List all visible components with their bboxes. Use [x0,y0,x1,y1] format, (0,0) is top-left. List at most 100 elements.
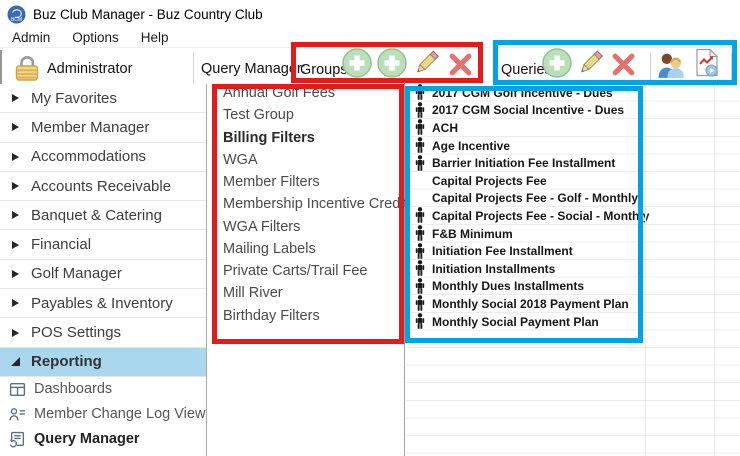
person-icon [415,225,425,241]
sidebar-section-item[interactable]: Golf Manager [0,260,206,290]
query-members-button[interactable] [656,51,687,78]
sidebar-section-item[interactable]: Accommodations [0,143,206,172]
group-label: WGA Filters [223,218,301,235]
title-bar: BCM Buz Club Manager - Buz Country Club [0,0,740,28]
query-row[interactable]: F&B Minimum [406,225,740,243]
sidebar-section-item[interactable]: Financial [0,230,206,260]
sidebar-section-label: Payables & Inventory [31,294,173,312]
query-label: ACH [432,120,458,135]
sidebar-section-label: Accounts Receivable [31,177,172,195]
delete-group-button[interactable] [447,51,474,78]
query-label: Barrier Initiation Fee Installment [432,156,616,171]
group-label: Mill River [223,285,283,302]
group-row[interactable]: Mailing Labels [207,238,404,260]
group-label: Billing Filters [223,129,315,146]
edit-group-button[interactable] [412,49,442,78]
query-row[interactable]: Monthly Social 2018 Payment Plan [406,295,740,313]
sidebar-item-member-change-log-view[interactable]: Member Change Log View [0,402,206,427]
person-icon [415,119,425,136]
run-query-button[interactable] [695,48,720,78]
green-plus-icon [542,48,572,78]
sidebar-section-label: Reporting [31,353,102,371]
query-row[interactable]: 2017 CGM Social Incentive - Dues [406,101,740,120]
menu-bar: Admin Options Help [0,28,740,48]
sidebar-section-item[interactable]: My Favorites [0,84,206,114]
query-row[interactable]: 2017 CGM Golf Incentive - Dues [406,84,740,102]
query-row[interactable]: Barrier Initiation Fee Installment [406,154,740,172]
sidebar-section-item[interactable]: Member Manager [0,113,206,143]
sidebar-section-item[interactable]: Reporting [0,347,206,377]
sidebar-section-label: My Favorites [31,89,117,107]
menu-item[interactable]: Help [140,30,169,45]
group-row[interactable]: Membership Incentive Credit [207,193,408,215]
expander-arrow-icon [11,357,20,367]
groups-label: Groups: [300,62,352,78]
group-row[interactable]: Mill River [207,282,404,304]
menu-item[interactable]: Admin [12,30,51,45]
group-row[interactable]: Test Group [207,104,404,126]
query-row[interactable]: Initiation Fee Installment [406,242,740,260]
menu-item[interactable]: Options [72,30,119,45]
group-row[interactable]: Private Carts/Trail Fee [207,260,404,282]
sidebar-section-label: Golf Manager [31,265,122,283]
group-label: Member Filters [223,174,320,191]
query-row[interactable]: Initiation Installments [406,260,740,278]
query-row[interactable]: Capital Projects Fee - Golf - Monthly [406,190,740,208]
query-row[interactable]: Monthly Social Payment Plan [406,313,740,331]
sidebar-section-item[interactable]: Accounts Receivable [0,172,206,202]
query-label: Initiation Installments [432,261,556,276]
group-label: Annual Golf Fees [223,85,336,102]
toolbar-separator [731,53,732,83]
sidebar-item-label: Member Change Log View [34,406,206,423]
sidebar-section-item[interactable]: POS Settings [0,318,206,348]
expander-arrow-icon [12,269,19,278]
grid-column-line [714,84,715,456]
group-label: Test Group [223,107,294,124]
delete-query-button[interactable] [610,51,637,78]
person-icon [415,242,425,259]
expander-arrow-icon [12,299,19,308]
sidebar-section-label: Member Manager [31,118,150,136]
navigation-sidebar: My Favorites Member Manager Accommodatio… [0,84,207,456]
query-row[interactable]: Capital Projects Fee [406,172,740,190]
query-label: 2017 CGM Golf Incentive - Dues [432,85,613,100]
edit-query-button[interactable] [576,49,606,78]
query-row[interactable]: Age Incentive [406,137,740,155]
sidebar-item-dashboards[interactable]: Dashboards [0,377,206,402]
red-x-icon [449,53,472,76]
group-row[interactable]: Annual Golf Fees [207,82,404,104]
sidebar-section-item[interactable]: Banquet & Catering [0,201,206,231]
add-group-button[interactable] [341,47,373,79]
green-plus-icon [377,48,407,78]
query-row[interactable]: Monthly Dues Installments [406,277,740,296]
group-row[interactable]: Billing Filters [207,127,404,149]
toolbar-separator [650,53,651,83]
sidebar-section-item[interactable]: Payables & Inventory [0,289,206,319]
query-label: F&B Minimum [432,226,513,241]
query-row[interactable]: ACH [406,119,740,137]
person-icon [415,154,425,171]
query-label: Capital Projects Fee - Golf - Monthly [432,191,639,206]
group-row[interactable]: Birthday Filters [207,305,404,327]
group-row[interactable]: Member Filters [207,171,404,193]
add-group-button-2[interactable] [376,47,408,79]
sidebar-item-query-manager[interactable]: Query Manager [0,427,206,452]
query-label: Capital Projects Fee - Social - Monthly [432,208,650,223]
person-icon [415,313,425,329]
red-x-icon [612,53,635,76]
person-icon [415,260,425,277]
expander-arrow-icon [12,182,19,191]
window-title: Buz Club Manager - Buz Country Club [33,6,263,22]
query-row[interactable]: Capital Projects Fee - Social - Monthly [406,207,740,225]
person-icon [415,207,425,224]
person-icon [415,137,425,153]
groups-list-panel: Annual Golf Fees Test Group Billing Filt… [207,82,408,456]
bcm-app-icon: BCM [7,5,26,23]
group-row[interactable]: WGA Filters [207,216,404,238]
group-row[interactable]: WGA [207,149,404,171]
queries-list-panel: 2017 CGM Golf Incentive - Dues [406,84,740,456]
member-change-log-icon [9,408,25,421]
add-query-button[interactable] [541,47,573,79]
expander-arrow-icon [12,94,19,103]
